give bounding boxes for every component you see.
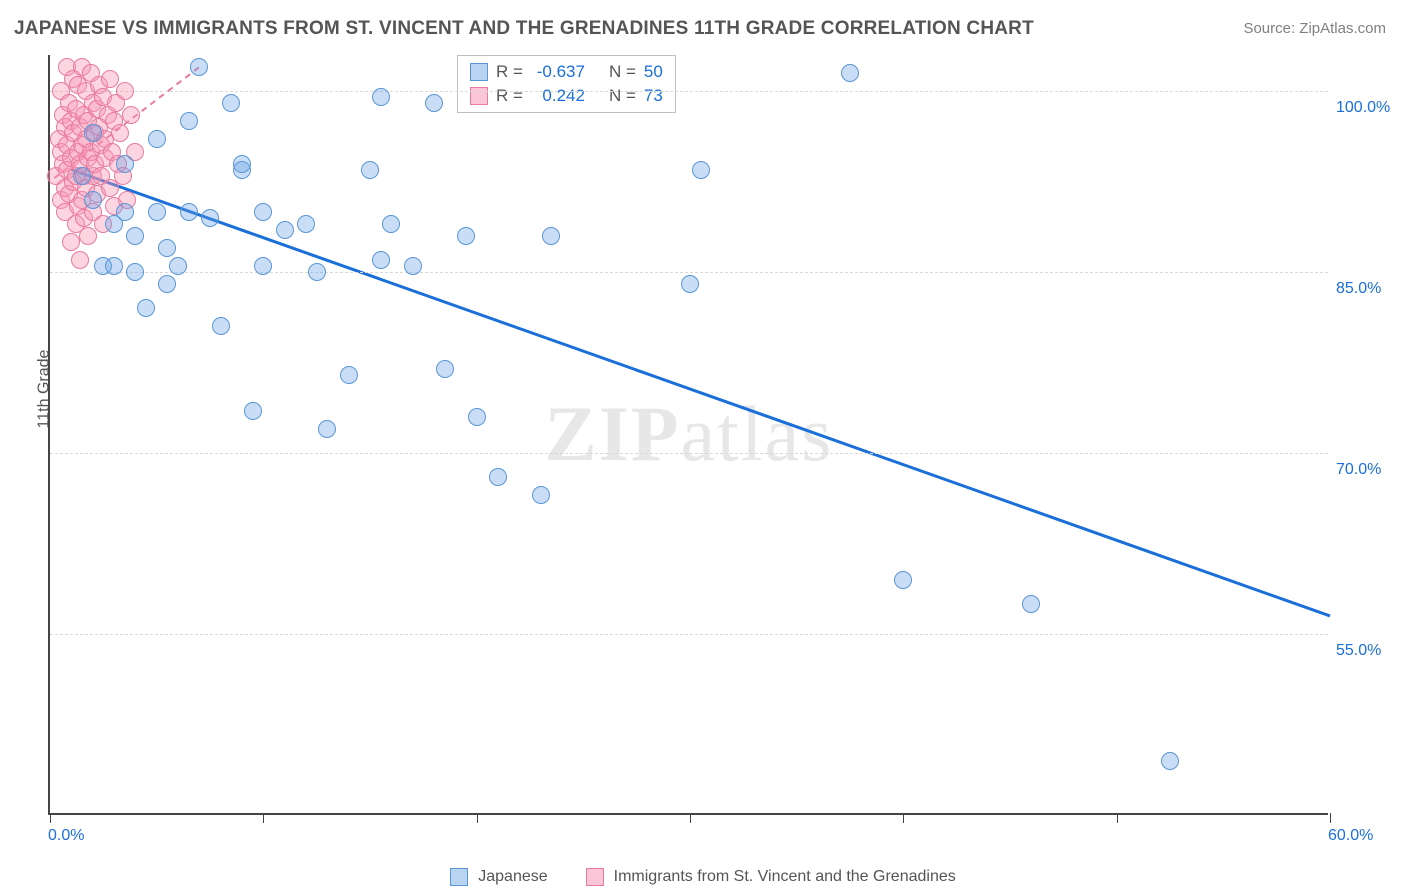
n-label: N = <box>609 62 636 82</box>
scatter-point-blue <box>436 360 454 378</box>
scatter-point-blue <box>532 486 550 504</box>
scatter-point-blue <box>1161 752 1179 770</box>
scatter-point-blue <box>276 221 294 239</box>
scatter-point-pink <box>79 227 97 245</box>
scatter-point-blue <box>340 366 358 384</box>
stats-row-blue: R = -0.637 N = 50 <box>470 60 663 84</box>
x-tick <box>690 813 691 823</box>
swatch-pink <box>586 868 604 886</box>
trend-line-blue <box>71 170 1330 616</box>
scatter-point-blue <box>372 88 390 106</box>
scatter-point-blue <box>73 167 91 185</box>
n-label: N = <box>609 86 636 106</box>
scatter-point-blue <box>148 203 166 221</box>
x-tick <box>263 813 264 823</box>
legend-label-blue: Japanese <box>478 868 547 886</box>
gridline <box>50 272 1328 273</box>
scatter-point-blue <box>457 227 475 245</box>
scatter-point-blue <box>116 203 134 221</box>
source-attribution: Source: ZipAtlas.com <box>1243 20 1386 37</box>
scatter-point-pink <box>62 233 80 251</box>
scatter-point-blue <box>116 155 134 173</box>
stats-row-pink: R = 0.242 N = 73 <box>470 84 663 108</box>
scatter-point-blue <box>222 94 240 112</box>
y-tick-label: 55.0% <box>1336 642 1396 660</box>
scatter-point-blue <box>489 468 507 486</box>
scatter-point-blue <box>1022 595 1040 613</box>
r-value-pink: 0.242 <box>531 86 585 106</box>
scatter-point-pink <box>111 124 129 142</box>
scatter-point-blue <box>212 317 230 335</box>
chart-plot-area: ZIPatlas R = -0.637 N = 50 R = 0.242 N =… <box>48 55 1328 815</box>
scatter-point-blue <box>190 58 208 76</box>
x-tick-label: 60.0% <box>1328 827 1373 845</box>
bottom-legend: Japanese Immigrants from St. Vincent and… <box>0 868 1406 886</box>
n-value-pink: 73 <box>644 86 663 106</box>
scatter-point-blue <box>542 227 560 245</box>
swatch-blue <box>470 63 488 81</box>
scatter-point-blue <box>372 251 390 269</box>
scatter-point-blue <box>841 64 859 82</box>
scatter-point-blue <box>105 257 123 275</box>
scatter-point-blue <box>180 112 198 130</box>
scatter-point-blue <box>468 408 486 426</box>
scatter-point-blue <box>201 209 219 227</box>
scatter-point-blue <box>84 124 102 142</box>
gridline <box>50 91 1328 92</box>
scatter-point-pink <box>71 251 89 269</box>
scatter-point-blue <box>126 227 144 245</box>
gridline <box>50 453 1328 454</box>
scatter-point-blue <box>148 130 166 148</box>
swatch-blue <box>450 868 468 886</box>
scatter-point-blue <box>84 191 102 209</box>
scatter-point-blue <box>425 94 443 112</box>
stats-legend-box: R = -0.637 N = 50 R = 0.242 N = 73 <box>457 55 676 113</box>
scatter-point-blue <box>180 203 198 221</box>
scatter-point-blue <box>361 161 379 179</box>
scatter-point-blue <box>169 257 187 275</box>
x-tick <box>1330 813 1331 823</box>
n-value-blue: 50 <box>644 62 663 82</box>
x-tick-label: 0.0% <box>48 827 84 845</box>
chart-title: JAPANESE VS IMMIGRANTS FROM ST. VINCENT … <box>14 18 1034 40</box>
scatter-point-blue <box>254 203 272 221</box>
swatch-pink <box>470 87 488 105</box>
scatter-point-blue <box>126 263 144 281</box>
scatter-point-blue <box>894 571 912 589</box>
scatter-point-blue <box>404 257 422 275</box>
legend-label-pink: Immigrants from St. Vincent and the Gren… <box>614 868 956 886</box>
gridline <box>50 634 1328 635</box>
r-label: R = <box>496 62 523 82</box>
y-tick-label: 85.0% <box>1336 280 1396 298</box>
scatter-point-blue <box>244 402 262 420</box>
scatter-point-blue <box>681 275 699 293</box>
x-tick <box>477 813 478 823</box>
scatter-point-blue <box>692 161 710 179</box>
scatter-point-blue <box>137 299 155 317</box>
scatter-point-blue <box>254 257 272 275</box>
scatter-point-blue <box>158 239 176 257</box>
scatter-point-blue <box>297 215 315 233</box>
scatter-point-blue <box>158 275 176 293</box>
scatter-point-pink <box>116 82 134 100</box>
scatter-point-blue <box>308 263 326 281</box>
scatter-point-pink <box>122 106 140 124</box>
scatter-point-blue <box>318 420 336 438</box>
x-tick <box>1117 813 1118 823</box>
scatter-point-blue <box>382 215 400 233</box>
scatter-point-pink <box>101 70 119 88</box>
r-value-blue: -0.637 <box>531 62 585 82</box>
y-tick-label: 100.0% <box>1336 99 1396 117</box>
x-tick <box>903 813 904 823</box>
r-label: R = <box>496 86 523 106</box>
scatter-point-blue <box>233 155 251 173</box>
x-tick <box>50 813 51 823</box>
y-tick-label: 70.0% <box>1336 461 1396 479</box>
